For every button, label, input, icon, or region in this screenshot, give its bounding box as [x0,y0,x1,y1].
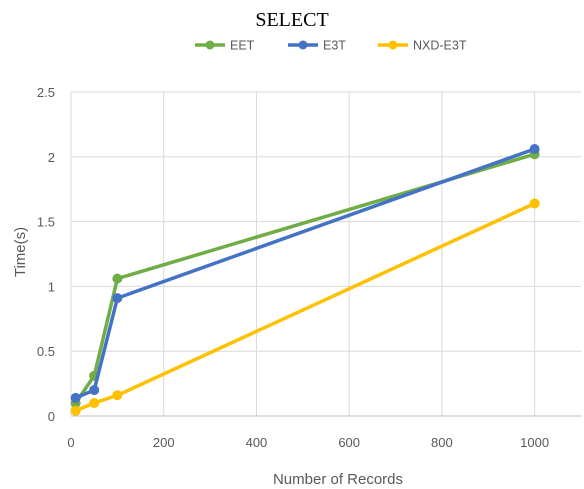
axes [70,92,581,417]
legend-label-eet: EET [230,39,255,53]
y-tick-label: 1 [48,279,55,294]
x-axis-label: Number of Records [273,471,403,488]
legend-marker-eet [205,40,215,50]
x-tick-label: 0 [67,435,74,450]
series-line-eet [73,152,537,405]
data-point-e3t [529,144,540,155]
legend-marker-e3t [298,40,308,50]
data-point-e3t [112,293,123,304]
x-tick-label: 200 [153,435,175,450]
data-point-e3t [89,385,100,396]
data-point-nxd-e3t [529,198,540,209]
data-point-nxd-e3t [70,405,81,416]
x-tick-label: 800 [431,435,453,450]
y-axis-label: Time(s) [12,227,29,277]
gridlines [71,91,581,416]
data-point-nxd-e3t [112,390,123,401]
x-tick-label: 600 [338,435,360,450]
y-tick-label: 1.5 [37,215,55,230]
series-line-nxd-e3t [73,201,537,413]
legend: EET E3T NXD-E3T [195,39,467,53]
series-lines [70,144,540,416]
x-tick-label: 400 [246,435,268,450]
y-tick-label: 0 [48,409,55,424]
data-point-nxd-e3t [89,398,100,409]
data-point-e3t [70,392,81,403]
x-tick-label: 1000 [520,435,549,450]
y-tick-label: 0.5 [37,344,55,359]
tick-labels: 0 0.5 1 1.5 2 2.5 0 200 400 600 800 1000 [37,85,549,450]
legend-label-e3t: E3T [323,39,346,53]
y-tick-label: 2.5 [37,85,55,100]
legend-label-nxd-e3t: NXD-E3T [413,39,467,53]
series-line-e3t [73,147,537,400]
y-tick-label: 2 [48,150,55,165]
legend-marker-nxd-e3t [388,40,398,50]
chart-title: SELECT [255,9,328,31]
data-point-eet [112,273,123,284]
